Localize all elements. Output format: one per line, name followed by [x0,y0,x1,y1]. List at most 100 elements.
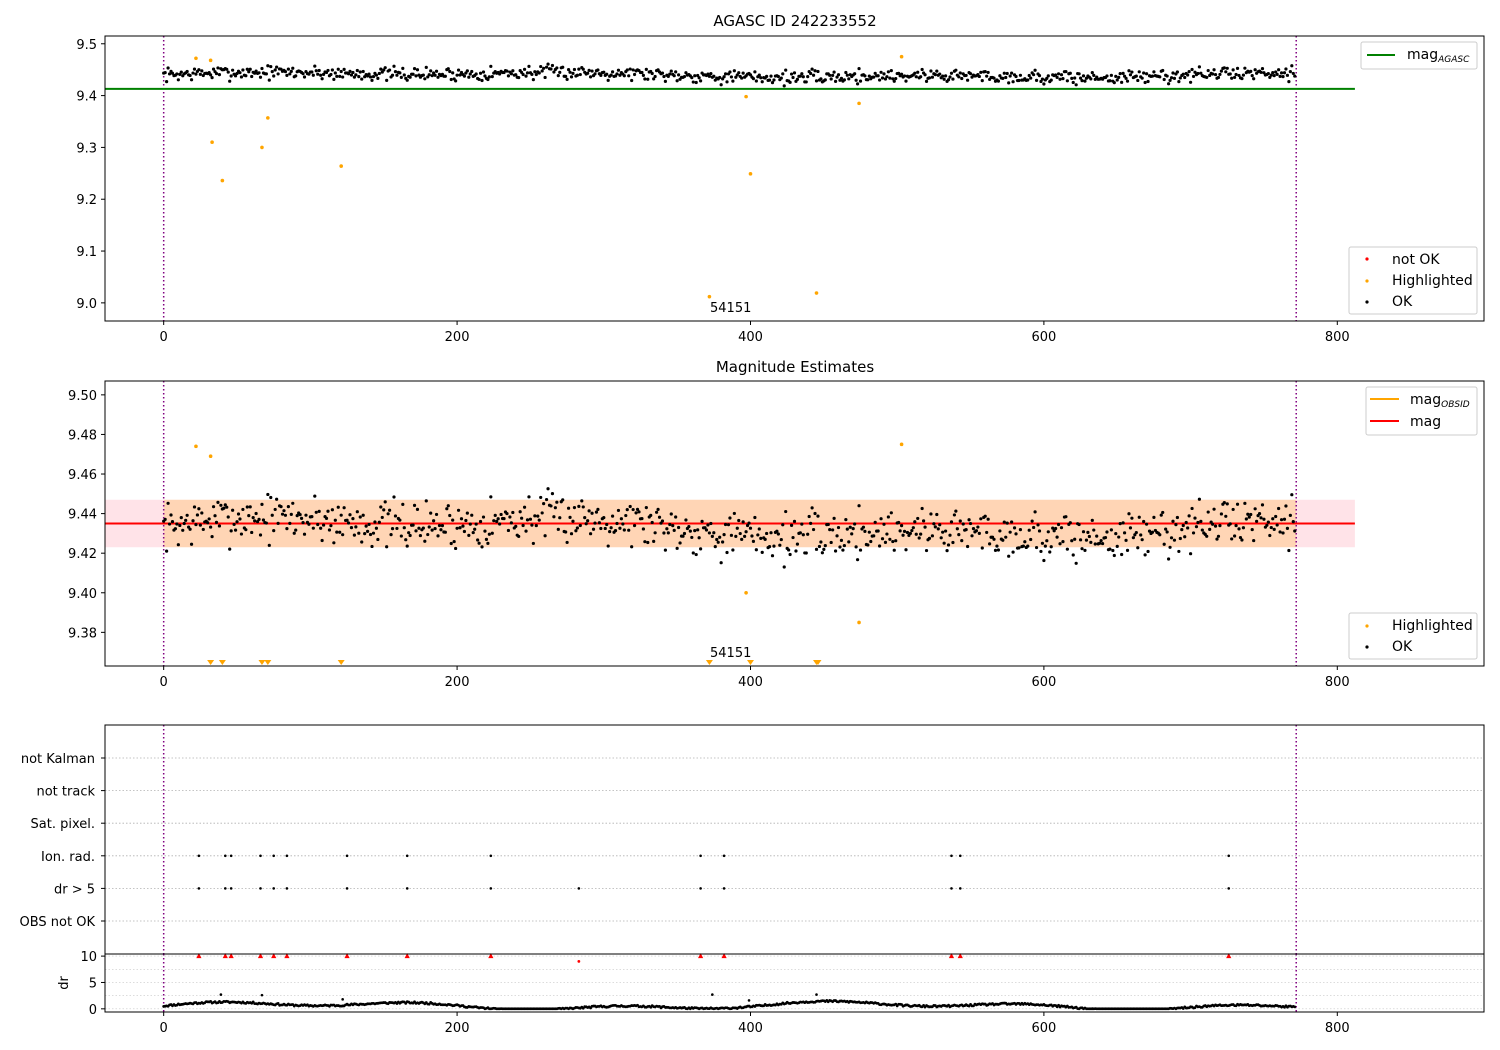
ok-point [1032,73,1036,77]
ok-point [938,523,942,527]
ok-point [302,532,307,536]
ok-point [610,70,615,74]
ok-point [1077,72,1081,76]
ok-point [992,537,996,541]
ok-point [1032,525,1036,530]
ok-point [1140,76,1144,80]
ok-point [729,75,734,79]
ok-point [591,527,596,531]
ok-point [949,71,954,75]
ok-point [222,506,226,510]
ok-point [179,70,183,74]
panel-dr: 0 200 400 600 800 0 5 10 dr [57,950,1485,1036]
ok-point [301,520,305,525]
flag-point [1227,854,1231,858]
ok-point [1183,535,1187,539]
ok-point [1092,73,1096,77]
ok-point [1259,70,1263,74]
panel-flags: not Kalman not track Sat. pixel. Ion. rad. d… [20,724,1485,955]
ok-point [1077,522,1081,527]
ok-point [948,75,952,79]
ok-point [588,532,593,536]
annotation-54151-middle: 54151 [710,646,751,661]
ok-point [938,72,942,76]
ok-point [388,68,392,72]
ok-point [1279,71,1284,75]
ok-point [1237,73,1241,78]
ok-point [1159,513,1163,517]
ok-point [338,530,342,534]
ok-point [788,80,792,84]
offscale-marker [337,660,345,665]
ok-point [464,518,468,523]
ok-point [707,74,712,78]
ok-point [437,523,442,528]
ok-point [1011,550,1015,554]
y-tick-label: 9.2 [76,193,97,208]
flag-point [405,887,409,890]
ok-point [804,551,808,555]
ok-point [800,522,804,526]
ok-point [370,78,374,82]
ok-point [421,526,425,530]
ok-point [352,75,356,79]
ok-point [564,74,568,78]
ok-point [402,73,406,77]
flag-point [489,854,493,858]
ok-point [911,526,915,530]
ok-point [320,77,324,81]
ok-point [1114,74,1118,79]
ok-point [264,72,268,76]
ok-point [961,522,965,526]
ok-point [1040,541,1045,545]
ok-point [514,73,518,77]
ok-point [302,75,307,79]
ok-point [542,502,546,506]
ok-point [1152,70,1156,74]
dr-capped-marker [404,953,410,959]
ok-point [1086,530,1090,535]
ok-point [1074,83,1078,87]
ok-point [197,68,201,72]
ok-point [534,523,538,528]
ok-point [498,72,502,76]
ok-point [542,66,546,70]
ok-point [904,548,908,552]
ok-point [451,71,455,75]
ok-point [514,524,518,528]
ok-point [398,518,402,522]
ok-point [269,495,273,500]
ok-point [1071,553,1075,557]
ok-point [1139,533,1143,537]
ok-point [283,70,288,74]
ok-point [741,71,745,75]
legend-swatch-highlighted-2 [1365,624,1369,628]
ok-point [1206,510,1210,514]
ok-point [1100,541,1105,546]
ok-point [706,72,710,76]
ok-point [390,73,395,77]
ok-point [1030,519,1034,523]
flag-point [229,887,233,890]
ok-point [1240,538,1244,542]
ok-point [1109,73,1113,77]
ok-point [635,507,640,511]
ok-point [765,74,769,78]
ok-point [200,69,204,73]
axes-frame-1 [104,35,1485,322]
ok-point [333,518,337,522]
ok-point [628,67,632,71]
ok-point [1137,70,1141,74]
ok-point [1007,554,1011,558]
ok-point [640,70,644,75]
flag-point [577,887,581,890]
ok-point [1112,81,1116,85]
ok-point [490,531,494,535]
ok-point [358,70,362,74]
y-tick-label: 9.40 [68,587,97,602]
ok-point [759,536,763,541]
ok-point [951,77,955,81]
ok-point [1056,522,1061,527]
ok-point [1174,523,1178,527]
ok-point [671,524,675,528]
